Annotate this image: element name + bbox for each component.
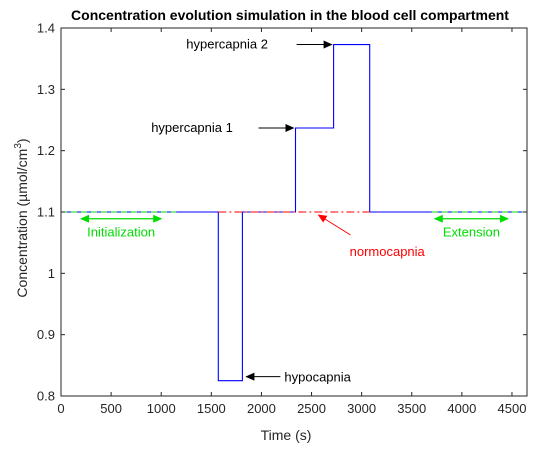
x-tick-label: 4000 <box>447 401 476 416</box>
y-tick-label: 1.1 <box>37 205 55 220</box>
annotation-hypercapnia-2: hypercapnia 2 <box>186 37 268 52</box>
x-tick-label: 500 <box>100 401 122 416</box>
y-tick-label: 1.2 <box>37 143 55 158</box>
x-tick-label: 3500 <box>397 401 426 416</box>
annotation-arrow-normocapnia <box>317 214 351 236</box>
y-tick-label: 0.8 <box>37 389 55 404</box>
x-axis-label: Time (s) <box>261 427 312 443</box>
x-tick-label: 3000 <box>347 401 376 416</box>
annotation-normocapnia: normocapnia <box>350 244 426 259</box>
x-tick-label: 0 <box>57 401 64 416</box>
x-tick-label: 4500 <box>498 401 527 416</box>
series-line-1 <box>61 44 527 382</box>
x-tick-label: 1500 <box>197 401 226 416</box>
chart-title: Concentration evolution simulation in th… <box>71 7 509 23</box>
y-tick-label: 1.4 <box>37 21 55 36</box>
x-tick-label: 2500 <box>297 401 326 416</box>
x-tick-label: 2000 <box>247 401 276 416</box>
annotation-hypocapnia: hypocapnia <box>284 370 351 385</box>
y-tick-label: 1 <box>48 266 55 281</box>
y-tick-label: 1.3 <box>37 82 55 97</box>
y-axis-label-superscript: 3 <box>13 143 24 149</box>
y-tick-label: 0.9 <box>37 327 55 342</box>
annotation-initialization: Initialization <box>87 225 155 240</box>
y-axis-label-close: ) <box>14 138 30 143</box>
x-tick-label: 1000 <box>147 401 176 416</box>
y-axis-label: Concentration (µmol/cm3) <box>13 138 30 297</box>
annotation-hypercapnia-1: hypercapnia 1 <box>151 120 233 135</box>
y-axis-label-main: Concentration (µmol/cm <box>14 149 30 298</box>
annotation-extension: Extension <box>443 225 500 240</box>
plot-area: 0 500 1000 1500 2000 2500 3000 3500 4000 4500 0.8 0… <box>37 21 528 416</box>
